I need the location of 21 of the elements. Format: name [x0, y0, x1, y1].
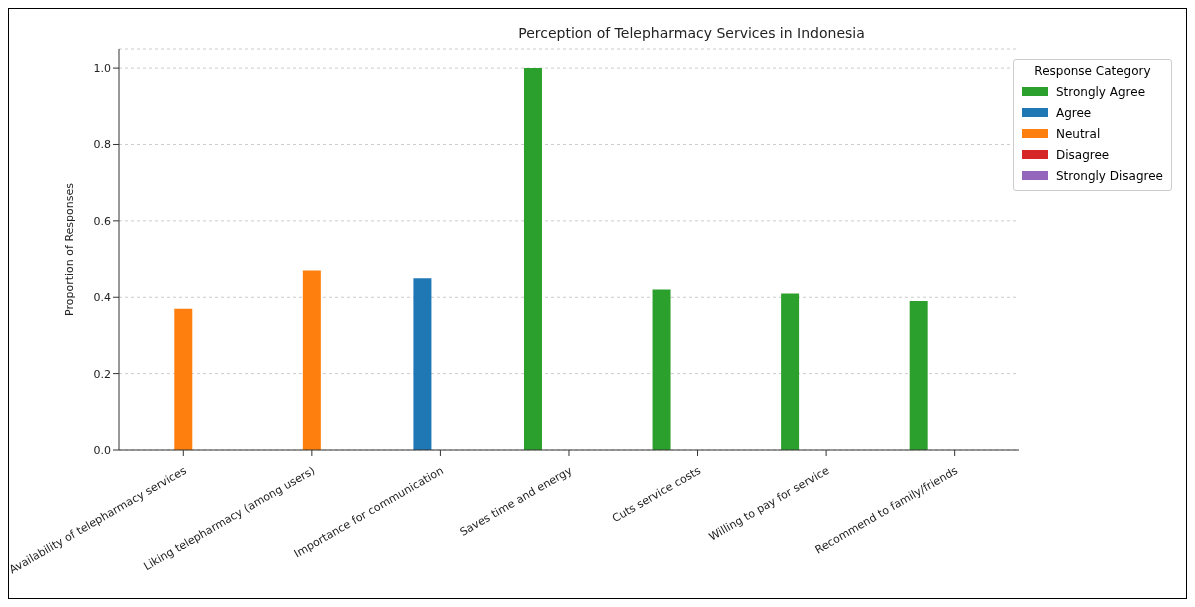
bar [302, 270, 321, 450]
bar [909, 301, 928, 450]
chart-title: Perception of Telepharmacy Services in Indonesia [517, 25, 866, 41]
bar [413, 278, 432, 450]
legend-label: Strongly Agree [1055, 84, 1146, 99]
y-tick-label: 0.6 [93, 214, 111, 228]
legend-title: Response Category [1033, 64, 1152, 78]
bar [652, 289, 671, 450]
legend-label: Disagree [1055, 147, 1110, 162]
y-tick-label: 0.4 [93, 291, 111, 305]
bar [174, 308, 193, 450]
y-axis-title: Proportion of Responses [62, 182, 76, 316]
legend-label: Strongly Disagree [1055, 168, 1163, 183]
legend-label: Neutral [1055, 126, 1101, 141]
legend-label: Agree [1055, 105, 1092, 120]
y-tick-label: 0.0 [93, 443, 111, 457]
y-tick-label: 1.0 [93, 62, 111, 75]
y-tick-label: 0.8 [93, 138, 111, 152]
y-tick-label: 0.2 [93, 367, 111, 381]
bar [781, 293, 800, 450]
bar [523, 68, 542, 450]
